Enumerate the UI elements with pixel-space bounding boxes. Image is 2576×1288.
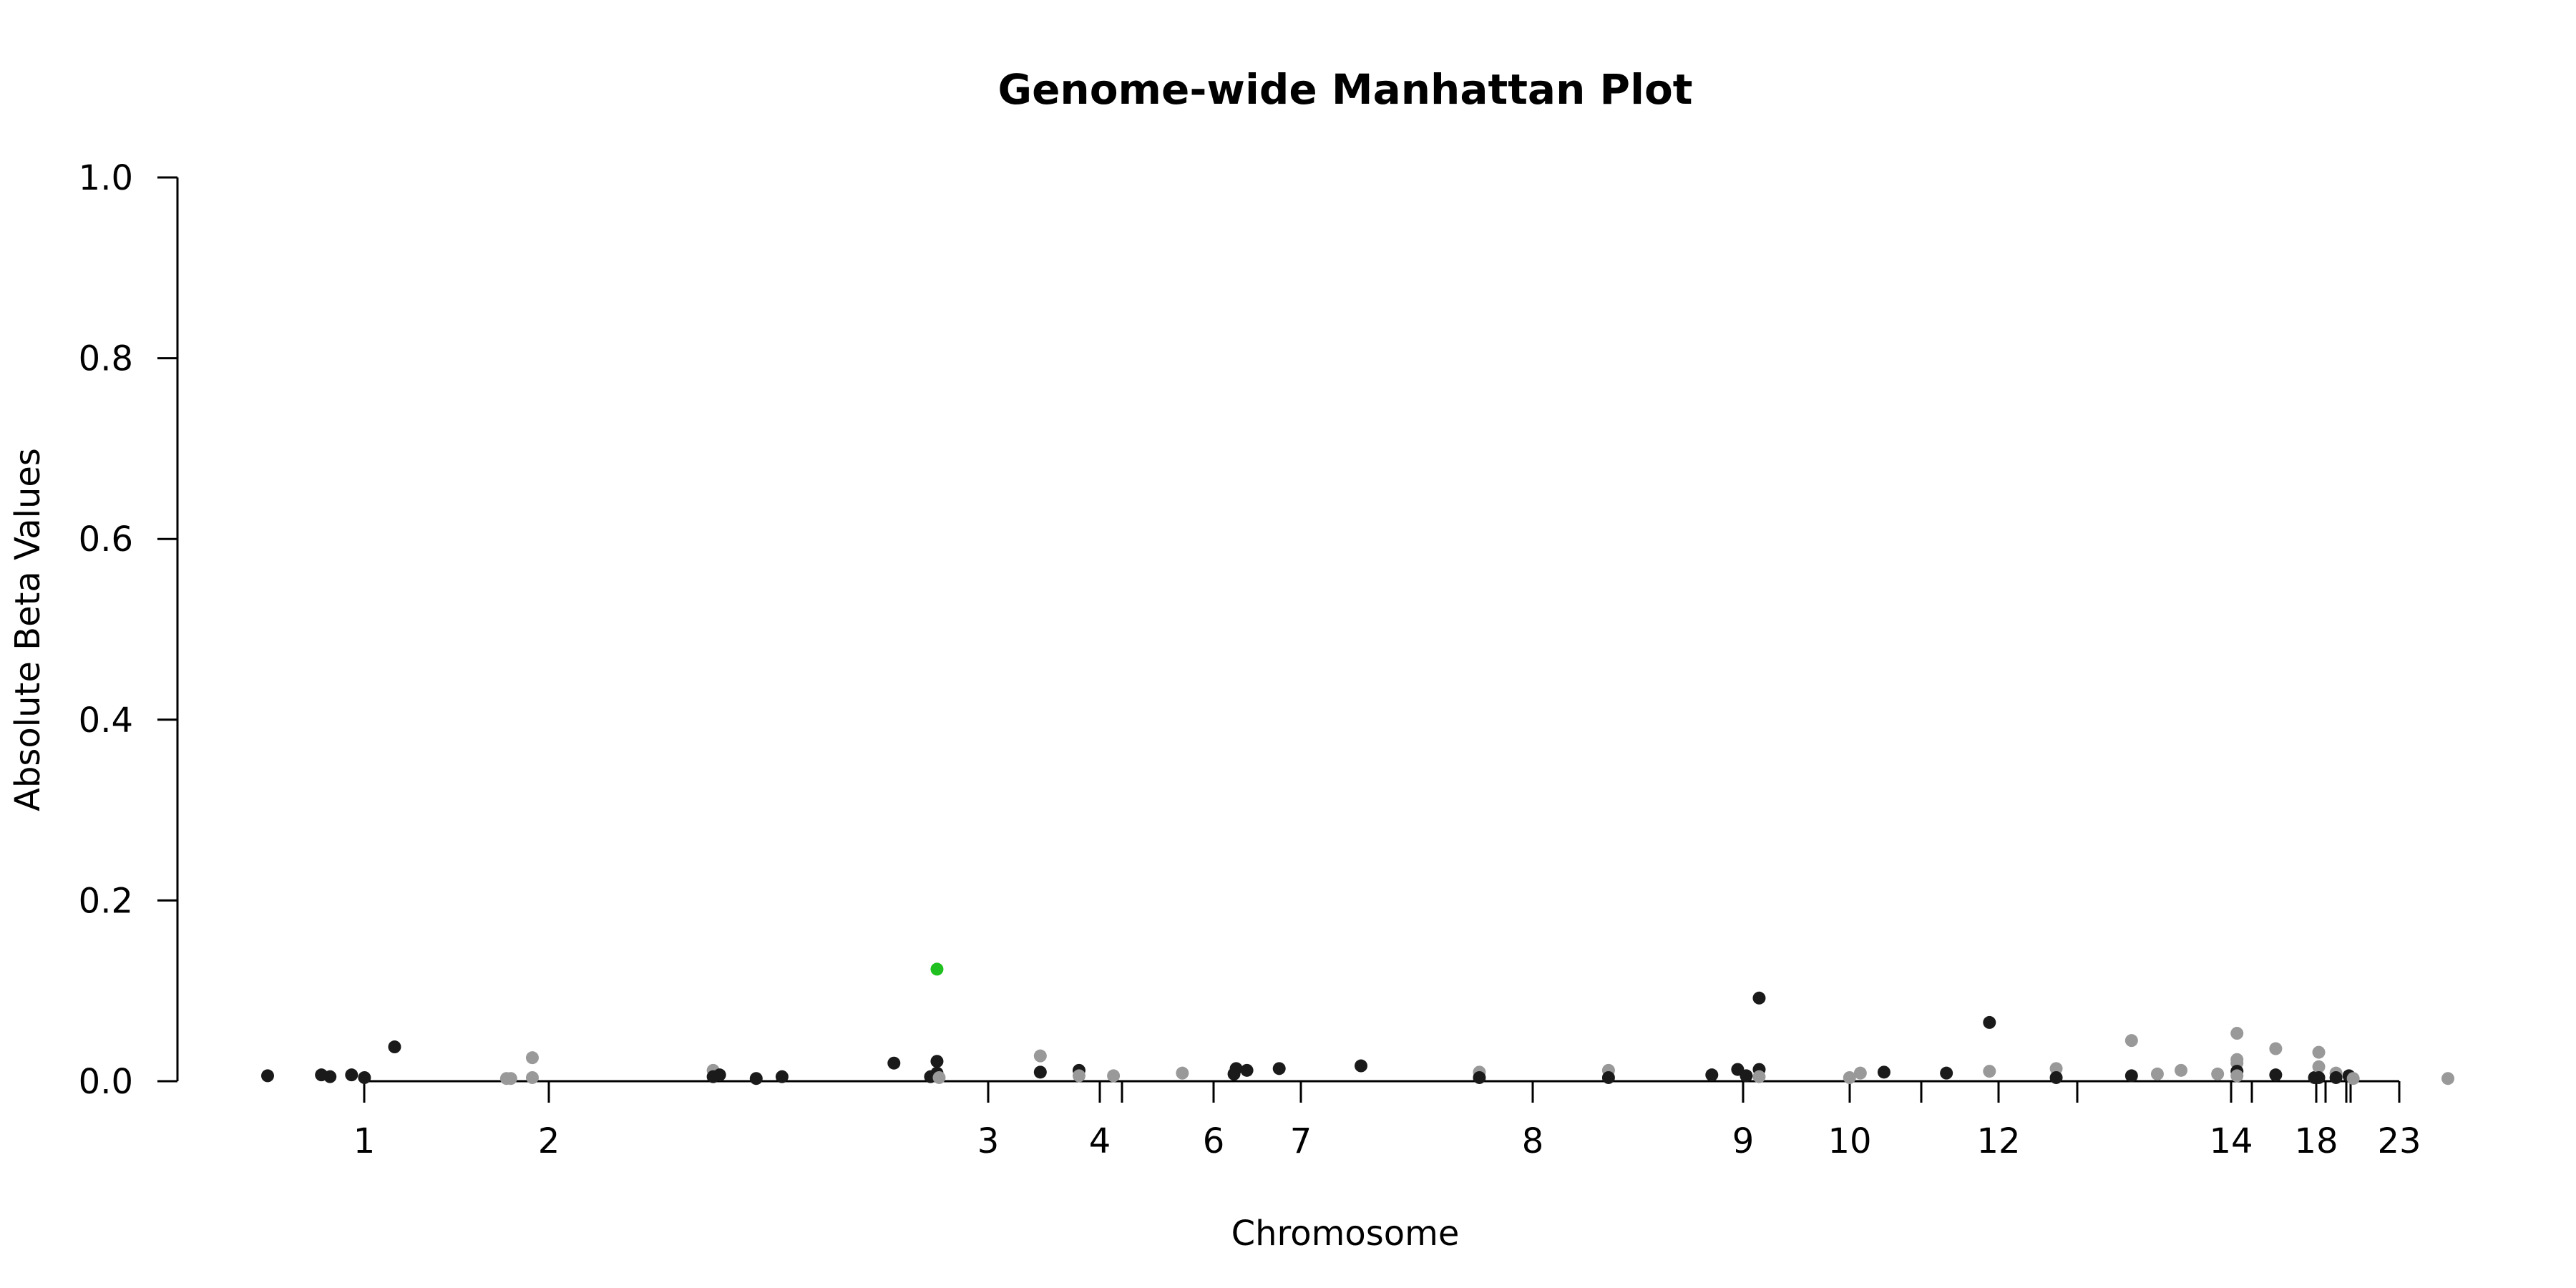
x-tick-label: 3: [977, 1121, 1000, 1161]
data-point: [1853, 1066, 1867, 1080]
data-point: [1227, 1067, 1241, 1080]
y-tick-label: 0.6: [79, 519, 133, 560]
data-point: [1355, 1059, 1368, 1073]
x-tick-label: 9: [1732, 1121, 1755, 1161]
data-point: [525, 1070, 539, 1084]
data-point: [1752, 1070, 1766, 1083]
data-point: [2211, 1067, 2225, 1080]
x-tick-label: 1: [353, 1121, 376, 1161]
data-point: [525, 1051, 539, 1065]
x-tick-label: 7: [1290, 1121, 1312, 1161]
data-point: [2269, 1042, 2283, 1055]
data-point: [2312, 1060, 2326, 1073]
data-point: [323, 1070, 337, 1083]
data-point: [261, 1069, 274, 1083]
data-point: [1983, 1015, 1996, 1029]
data-point: [2049, 1070, 2063, 1084]
x-tick-label: 10: [1828, 1121, 1871, 1161]
data-point: [2049, 1062, 2063, 1075]
data-point: [1072, 1069, 1085, 1083]
data-point: [1877, 1065, 1890, 1079]
data-point: [930, 1055, 944, 1068]
data-point: [2150, 1067, 2164, 1080]
data-point: [345, 1068, 358, 1082]
data-point: [1033, 1065, 1047, 1079]
highlight-point: [930, 962, 944, 976]
y-tick-label: 0.0: [79, 1062, 133, 1102]
x-tick-label: 14: [2209, 1121, 2253, 1161]
data-point: [2230, 1027, 2244, 1040]
data-point: [1033, 1049, 1047, 1063]
x-tick-label: 6: [1203, 1121, 1225, 1161]
data-point: [2124, 1069, 2138, 1083]
data-point: [887, 1056, 901, 1070]
data-point: [749, 1072, 763, 1085]
y-tick-label: 0.2: [79, 881, 133, 921]
data-point: [1705, 1068, 1719, 1082]
data-point: [2175, 1063, 2188, 1077]
x-tick-label: 23: [2377, 1121, 2421, 1161]
data-point: [2312, 1045, 2326, 1059]
data-points: [261, 962, 2454, 1085]
x-axis-label: Chromosome: [1231, 1214, 1460, 1254]
data-point: [932, 1070, 946, 1084]
data-point: [1843, 1070, 1856, 1084]
y-tick-label: 0.8: [79, 339, 133, 379]
data-point: [1240, 1063, 1254, 1077]
data-point: [1107, 1069, 1121, 1083]
data-point: [1601, 1070, 1615, 1084]
data-point: [2312, 1070, 2326, 1084]
data-point: [1473, 1070, 1486, 1084]
data-point: [1176, 1066, 1189, 1080]
data-point: [1752, 991, 1766, 1005]
data-point: [1983, 1065, 1996, 1078]
data-point: [2269, 1068, 2283, 1082]
data-point: [504, 1072, 517, 1085]
data-point: [775, 1070, 789, 1083]
data-point: [2124, 1034, 2138, 1048]
data-point: [2230, 1069, 2244, 1083]
data-point: [388, 1040, 401, 1054]
x-axis: 1 2 3 4 6 7 8 9 10 12 14 18 23: [353, 1080, 2421, 1161]
data-point: [1740, 1069, 1753, 1083]
y-tick-label: 0.4: [79, 701, 133, 741]
data-point: [713, 1068, 726, 1082]
data-point: [2346, 1072, 2360, 1085]
data-point: [2441, 1072, 2454, 1085]
data-point: [358, 1070, 371, 1084]
x-tick-label: 18: [2294, 1121, 2338, 1161]
chart-title: Genome-wide Manhattan Plot: [997, 65, 1692, 114]
y-axis: 0.0 0.2 0.4 0.6 0.8 1.0: [79, 158, 179, 1102]
x-tick-label: 4: [1089, 1121, 1111, 1161]
x-tick-label: 2: [538, 1121, 560, 1161]
data-point: [2329, 1070, 2343, 1084]
x-tick-label: 8: [1522, 1121, 1544, 1161]
data-point: [1272, 1062, 1286, 1075]
y-axis-label: Absolute Beta Values: [8, 448, 48, 811]
x-tick-label: 12: [1976, 1121, 2020, 1161]
data-point: [1940, 1066, 1953, 1080]
y-tick-label: 1.0: [79, 158, 133, 198]
